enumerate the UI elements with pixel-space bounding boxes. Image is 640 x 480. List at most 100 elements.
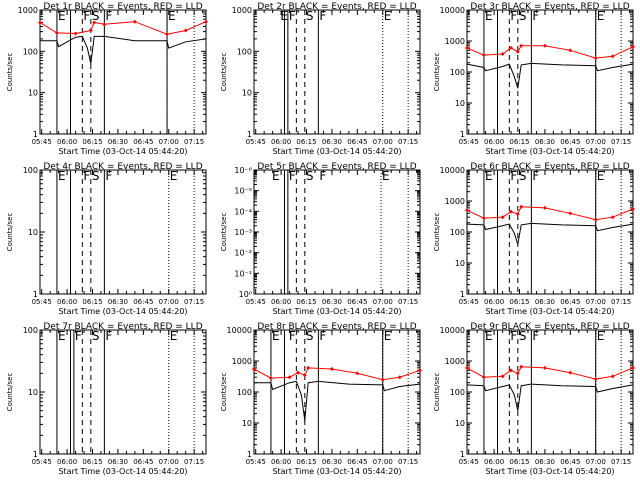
x-tick-label: 07:15: [398, 298, 418, 306]
x-tick-label: 06:30: [108, 298, 128, 306]
event-marker-label: F: [319, 9, 326, 23]
plot-frame: [253, 9, 421, 135]
y-tick-label: 100: [237, 47, 252, 56]
y-axis-label: Counts/sec: [220, 373, 228, 412]
y-tick-label: 10⁰: [239, 290, 252, 299]
y-tick-label: 10: [242, 89, 252, 98]
plot-frame: [466, 329, 634, 455]
event-marker-label: F: [75, 329, 82, 343]
x-tick-label: 07:00: [373, 458, 393, 466]
lld-data-point: [397, 375, 402, 380]
event-marker-label: S: [519, 329, 527, 343]
y-axis-label: Counts/sec: [433, 213, 441, 252]
event-marker-label: E: [170, 329, 178, 343]
event-marker-label: E: [58, 9, 66, 23]
y-tick-label: 100: [237, 388, 252, 397]
y-tick-label: 100: [450, 228, 465, 237]
x-tick-label: 07:00: [373, 138, 393, 146]
lld-data-point: [568, 370, 573, 375]
event-marker-label: E: [168, 9, 176, 23]
plot-frame: [253, 329, 421, 455]
x-tick-label: 06:45: [560, 298, 580, 306]
x-tick-label: 07:00: [159, 458, 179, 466]
y-tick-label: 10: [455, 259, 465, 268]
x-axis-label: Start Time (03-Oct-14 05:44:20): [58, 307, 187, 316]
x-tick-label: 06:45: [560, 458, 580, 466]
event-marker-label: F: [289, 169, 296, 183]
y-tick-label: 10⁻⁵: [234, 187, 252, 196]
event-marker-label: F: [289, 329, 296, 343]
event-marker-label: E: [272, 329, 280, 343]
lld-data-point: [631, 44, 635, 49]
events-series-line: [466, 383, 634, 411]
event-marker-label: S: [306, 9, 314, 23]
chart-panel-9: Det 9r BLACK = Events, RED = LLD 1 10 100 10…: [433, 322, 635, 476]
lld-series-line: [466, 206, 634, 221]
event-marker-label: E: [384, 9, 392, 23]
x-axis-label: Start Time (03-Oct-14 05:44:20): [272, 147, 401, 156]
event-marker-label: E: [58, 329, 66, 343]
lld-data-point: [88, 28, 93, 33]
x-tick-label: 06:15: [82, 298, 102, 306]
x-tick-label: 06:15: [82, 458, 102, 466]
lld-series-line: [466, 366, 634, 380]
lld-data-point: [268, 376, 273, 381]
y-tick-label: 10000: [227, 326, 252, 335]
x-tick-label: 05:45: [246, 298, 266, 306]
x-tick-label: 05:45: [32, 458, 52, 466]
y-tick-label: 1000: [445, 37, 465, 46]
event-marker-label: E: [272, 169, 280, 183]
lld-data-point: [465, 365, 469, 370]
x-tick-label: 07:00: [586, 458, 606, 466]
y-axis-label: Counts/sec: [220, 213, 228, 252]
x-tick-label: 06:45: [347, 298, 367, 306]
lld-data-point: [593, 56, 598, 61]
x-tick-label: 05:45: [459, 458, 479, 466]
x-tick-label: 07:15: [611, 138, 631, 146]
plot-frame: [253, 169, 421, 295]
event-marker-label: F: [319, 329, 326, 343]
lld-data-point: [542, 43, 547, 48]
y-tick-label: 1: [460, 130, 465, 139]
x-tick-label: 06:15: [82, 138, 102, 146]
lld-data-point: [500, 215, 505, 220]
panel-title: Det 7r BLACK = Events, RED = LLD: [43, 322, 202, 332]
event-marker-label: F: [510, 169, 517, 183]
x-tick-label: 06:15: [296, 458, 316, 466]
lld-data-point: [204, 19, 208, 24]
x-tick-label: 07:00: [373, 298, 393, 306]
x-tick-label: 07:15: [398, 458, 418, 466]
x-axis-label: Start Time (03-Oct-14 05:44:20): [58, 147, 187, 156]
panel-title: Det 9r BLACK = Events, RED = LLD: [470, 322, 629, 332]
x-tick-label: 07:15: [184, 298, 204, 306]
y-tick-label: 1: [247, 130, 252, 139]
events-series-line: [466, 62, 634, 89]
events-series-line: [466, 222, 634, 245]
event-marker-label: E: [170, 169, 178, 183]
x-tick-label: 06:15: [509, 458, 529, 466]
event-marker-label: F: [510, 329, 517, 343]
plot-frame: [39, 169, 207, 295]
x-tick-label: 06:30: [322, 458, 342, 466]
y-tick-label: 1000: [232, 6, 252, 15]
chart-panel-4: Det 4r BLACK = Events, RED = LLD 1 10 100 05…: [6, 162, 207, 316]
lld-data-point: [306, 365, 311, 370]
y-axis-label: Counts/sec: [220, 53, 228, 92]
x-axis-label: Start Time (03-Oct-14 05:44:20): [485, 307, 614, 316]
lld-data-point: [132, 19, 137, 24]
x-axis-label: Start Time (03-Oct-14 05:44:20): [485, 467, 614, 476]
event-marker-label: S: [519, 9, 527, 23]
event-marker-label: S: [306, 329, 314, 343]
lld-data-point: [302, 373, 307, 378]
chart-panel-7: Det 7r BLACK = Events, RED = LLD 1 10 100 05…: [6, 322, 207, 476]
lld-data-point: [183, 28, 188, 33]
event-marker-label: S: [519, 169, 527, 183]
x-tick-label: 06:00: [271, 298, 291, 306]
y-tick-label: 10⁻²: [234, 249, 252, 258]
x-tick-label: 05:45: [246, 138, 266, 146]
lld-data-point: [593, 377, 598, 382]
event-marker-label: S: [92, 9, 100, 23]
x-tick-label: 06:15: [509, 298, 529, 306]
y-tick-label: 100: [23, 47, 38, 56]
